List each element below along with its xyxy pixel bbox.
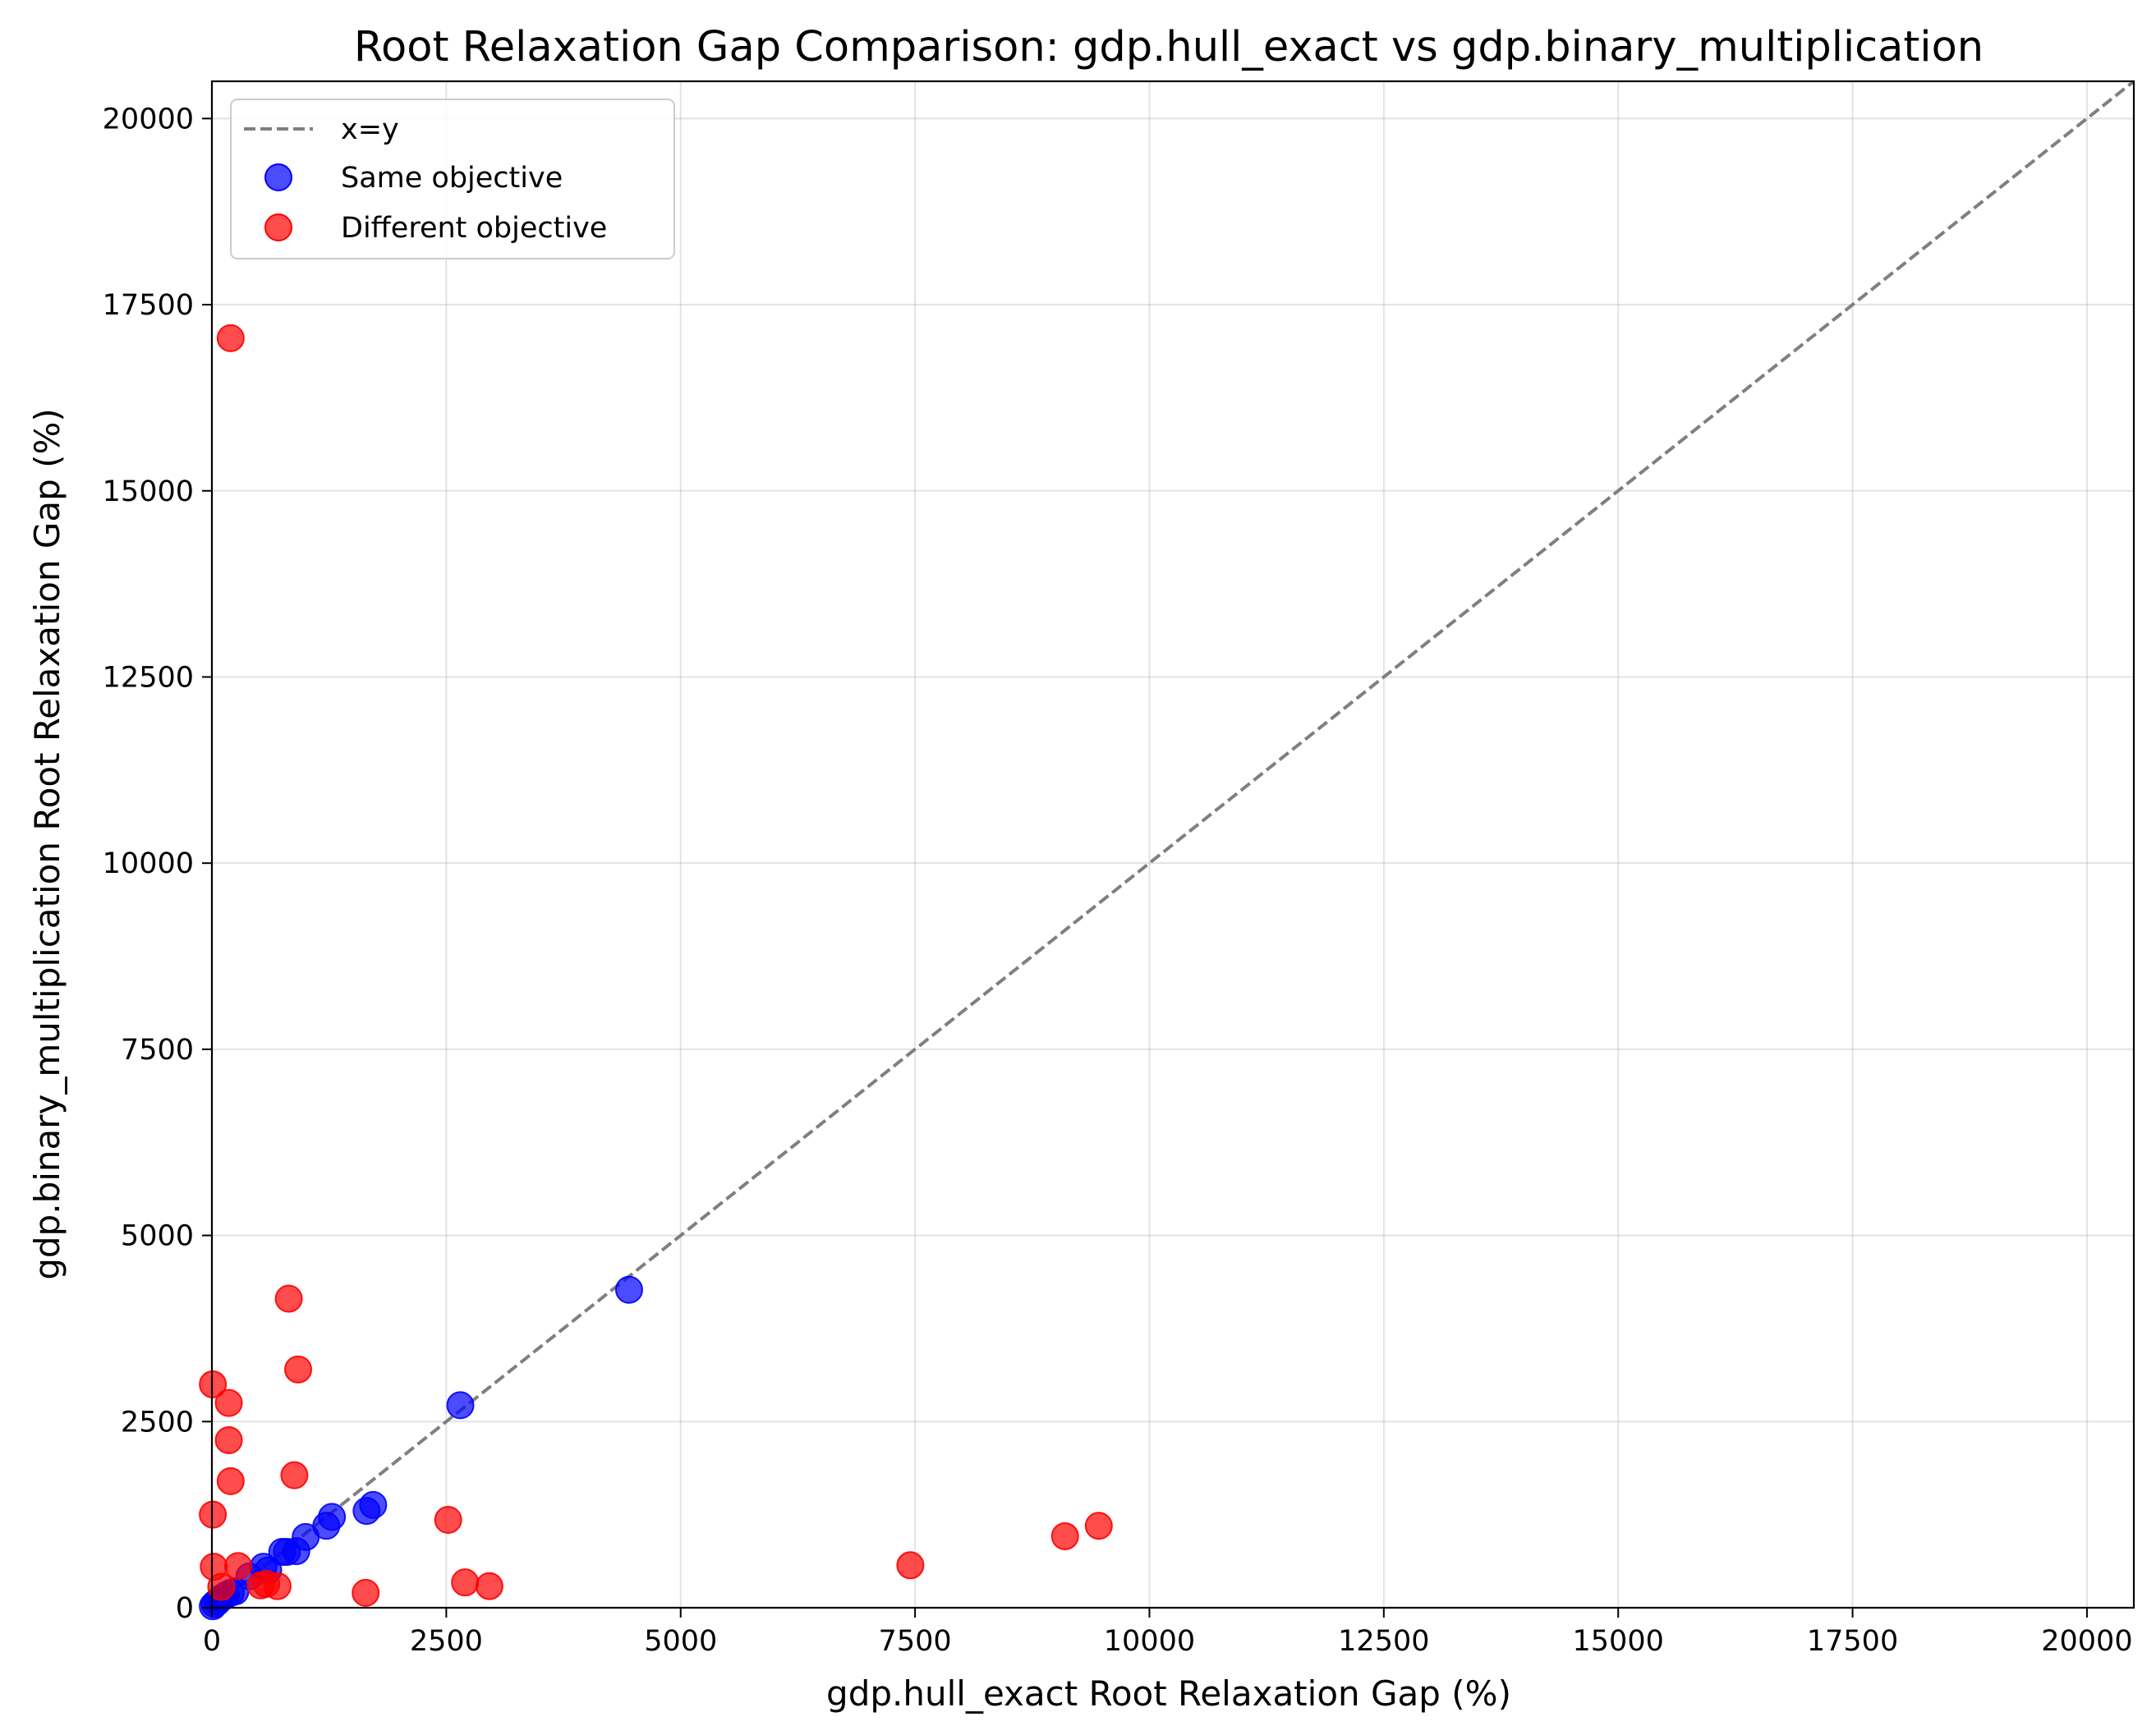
- x-tick-label: 17500: [1807, 1625, 1898, 1658]
- x-tick-label: 15000: [1573, 1625, 1664, 1658]
- y-tick-label: 2500: [121, 1406, 194, 1439]
- y-tick-label: 15000: [103, 475, 194, 508]
- x-tick-label: 5000: [644, 1625, 717, 1658]
- legend-box: [230, 99, 675, 259]
- different-objective-point: [451, 1568, 480, 1597]
- y-tick-label: 0: [176, 1592, 194, 1625]
- different-objective-point: [216, 1466, 245, 1495]
- different-objective-point: [475, 1572, 503, 1600]
- x-tick-label: 7500: [879, 1625, 952, 1658]
- y-axis-label: gdp.binary_multiplication Root Relaxatio…: [27, 408, 67, 1280]
- different-objective-point: [199, 1500, 228, 1529]
- different-objective-point: [216, 324, 245, 352]
- y-axis-ticks: 0 2500 5000 7500 10000 12500 15000 17500 20000: [103, 103, 212, 1625]
- different-objective-point: [1050, 1522, 1079, 1550]
- y-tick-label: 7500: [121, 1034, 194, 1067]
- y-tick-label: 10000: [103, 847, 194, 880]
- same-objective-point: [318, 1503, 347, 1531]
- different-objective-point: [1084, 1512, 1113, 1540]
- legend-ref-line-label: x=y: [341, 113, 399, 146]
- different-objective-point: [199, 1370, 228, 1398]
- reference-line-layer: [210, 80, 2135, 1609]
- legend-different-objective-label: Different objective: [341, 212, 607, 245]
- legend-same-objective-marker: [264, 163, 292, 191]
- grid-lines: [211, 81, 2134, 1609]
- same-objective-point: [359, 1490, 388, 1519]
- different-objective-point: [207, 1572, 236, 1601]
- legend: x=y Same objective Different objective: [230, 99, 675, 259]
- legend-different-objective-marker: [264, 213, 292, 241]
- different-objective-point: [214, 1388, 243, 1417]
- same-objective-point: [446, 1391, 475, 1420]
- x-axis-ticks: 0 2500 5000 7500 10000 12500 15000 17500 20000: [203, 1608, 2133, 1658]
- x-axis-label: gdp.hull_exact Root Relaxation Gap (%): [826, 1673, 1511, 1714]
- same-objective-point: [614, 1275, 643, 1304]
- plot-frame: [210, 80, 2135, 1609]
- x-tick-label: 20000: [2041, 1625, 2132, 1658]
- chart-title: Root Relaxation Gap Comparison: gdp.hull…: [354, 23, 1984, 71]
- different-objective-point: [280, 1461, 309, 1489]
- y-tick-label: 20000: [103, 103, 194, 135]
- reference-line-x-equals-y: [210, 80, 2135, 1609]
- x-tick-label: 12500: [1338, 1625, 1429, 1658]
- y-tick-label: 5000: [121, 1220, 194, 1253]
- legend-same-objective-label: Same objective: [341, 162, 563, 195]
- different-objective-point: [352, 1578, 380, 1607]
- x-tick-label: 2500: [410, 1625, 483, 1658]
- x-tick-label: 10000: [1104, 1625, 1195, 1658]
- different-objective-point: [214, 1425, 243, 1454]
- y-tick-label: 12500: [103, 661, 194, 694]
- different-objective-point: [263, 1572, 292, 1600]
- different-objective-point: [284, 1355, 313, 1384]
- different-objective-point: [274, 1284, 303, 1313]
- x-tick-label: 0: [203, 1625, 221, 1658]
- y-tick-label: 17500: [103, 289, 194, 322]
- different-objective-point: [434, 1505, 462, 1534]
- different-objective-point: [896, 1551, 925, 1580]
- data-points: [199, 324, 1113, 1621]
